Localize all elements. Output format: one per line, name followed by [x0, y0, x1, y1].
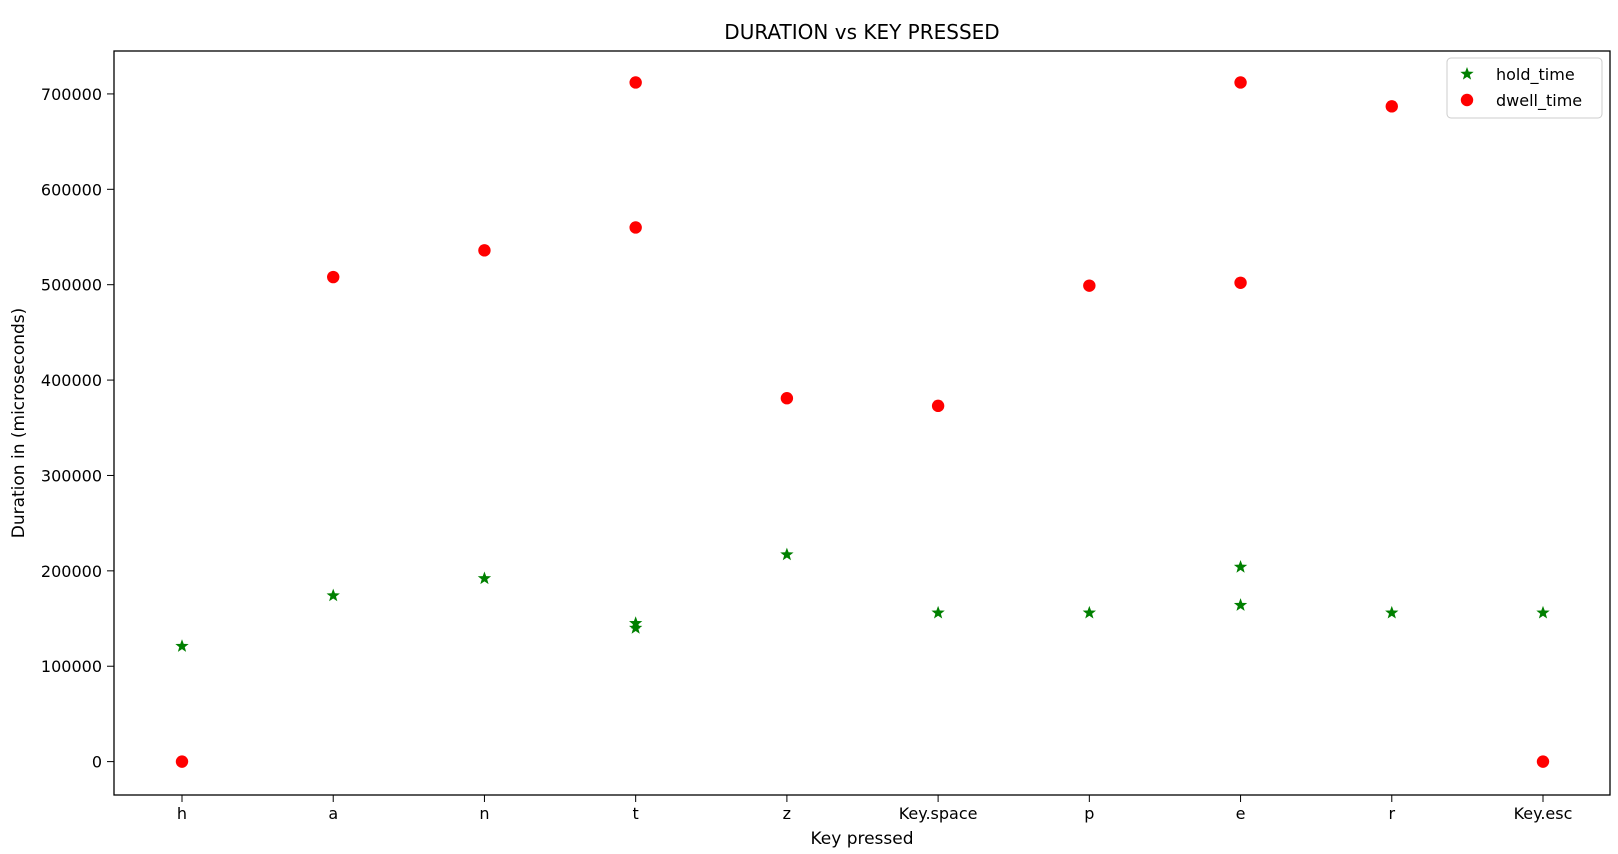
hold_time-point [175, 639, 189, 652]
dwell_time-point [629, 221, 642, 234]
dwell_time-point [327, 270, 340, 284]
hold_time-point [780, 547, 794, 561]
hold_time-point [1385, 605, 1399, 619]
y-tick-label: 300000 [41, 466, 102, 485]
y-tick-label: 0 [92, 753, 102, 772]
dwell_time-point [175, 755, 189, 768]
plot-frame [113, 50, 1611, 796]
dwell_time-point [931, 399, 945, 413]
hold_time-point [1536, 605, 1550, 619]
dwell_time-point [1385, 100, 1398, 113]
legend-label-hold_time: hold_time [1496, 65, 1575, 85]
dwell_time-point [629, 76, 642, 89]
x-tick-label: Key.esc [1514, 804, 1573, 823]
hold_time-point [629, 621, 643, 634]
y-tick-label: 400000 [41, 371, 102, 390]
y-tick-label: 200000 [41, 562, 102, 581]
x-tick-label: r [1388, 804, 1395, 823]
x-axis-label: Key pressed [810, 829, 913, 849]
hold_time-point [1233, 598, 1248, 611]
y-tick-label: 700000 [41, 85, 102, 104]
dwell_time-point [1234, 276, 1247, 289]
dwell_time-point [1234, 76, 1247, 89]
x-tick-label: z [783, 804, 791, 823]
hold_time-point [477, 571, 492, 585]
dwell_time-point [780, 392, 794, 405]
legend-label-dwell_time: dwell_time [1496, 91, 1582, 111]
x-tick-label: n [479, 804, 489, 823]
dwell_time-point [1536, 755, 1550, 768]
hold_time-point [931, 605, 945, 619]
dwell_time-point [478, 244, 491, 257]
dwell_time-point [1083, 279, 1096, 292]
chart-title: DURATION vs KEY PRESSED [724, 20, 999, 44]
y-tick-label: 100000 [41, 657, 102, 676]
y-tick-label: 600000 [41, 180, 102, 199]
x-tick-label: t [633, 804, 639, 823]
x-tick-label: e [1236, 804, 1246, 823]
legend: hold_time dwell_time [1446, 57, 1603, 119]
legend-marker-dwell_time [1460, 93, 1474, 107]
x-tick-label: p [1084, 804, 1094, 823]
hold_time-point [1082, 605, 1096, 619]
y-tick-label: 500000 [41, 276, 102, 295]
hold_time-point [326, 588, 340, 602]
hold_time-point [1233, 560, 1248, 573]
x-tick-label: a [328, 804, 338, 823]
x-tick-label: Key.space [899, 804, 978, 823]
y-axis-label: Duration in (microseconds) [9, 308, 29, 539]
data-markers [175, 76, 1550, 768]
y-axis-ticks: 0 100000 200000 300000 400000 500000 600000 700… [41, 85, 114, 772]
x-axis-ticks: h a n t z Key.space p e r Key.esc [177, 795, 1572, 823]
legend-marker-hold_time [1460, 67, 1474, 80]
x-tick-label: h [177, 804, 187, 823]
legend-box [1446, 57, 1603, 119]
